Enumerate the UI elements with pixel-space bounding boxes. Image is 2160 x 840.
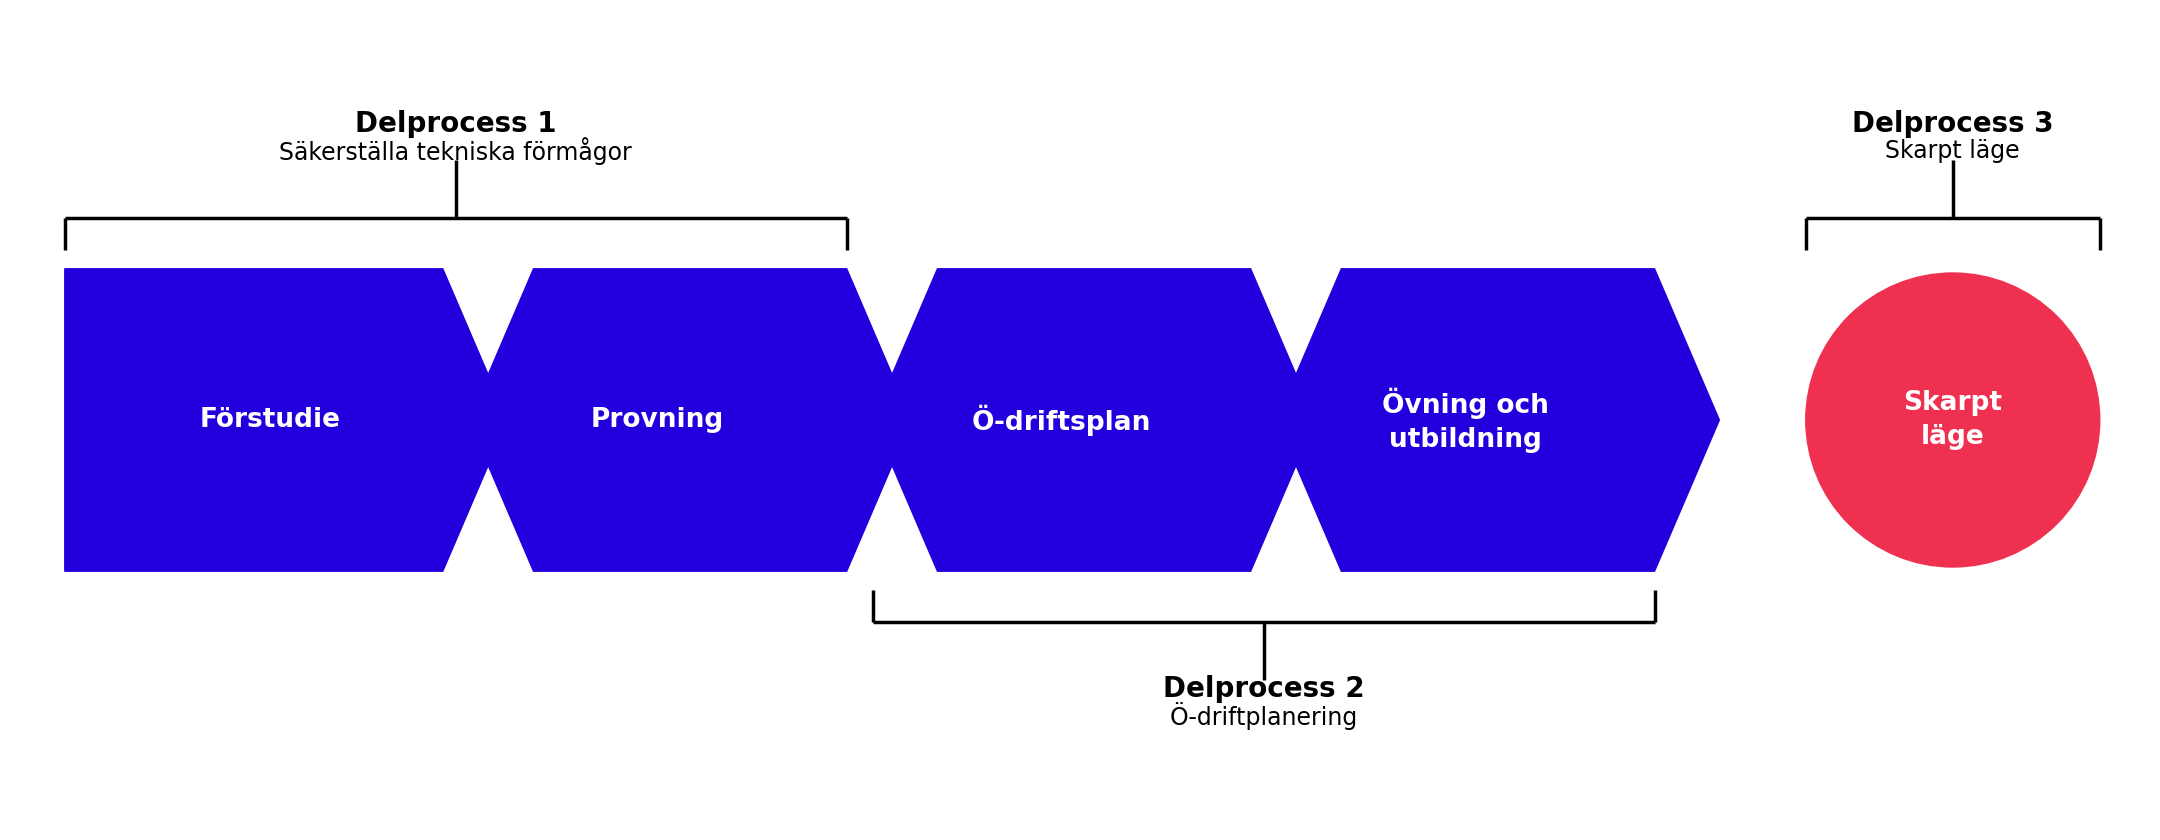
Text: Skarpt
läge: Skarpt läge	[1903, 390, 2002, 450]
Polygon shape	[65, 269, 508, 571]
Text: Säkerställa tekniska förmågor: Säkerställa tekniska förmågor	[279, 137, 633, 165]
Polygon shape	[873, 269, 1315, 571]
Text: Delprocess 1: Delprocess 1	[354, 110, 557, 139]
Text: Delprocess 3: Delprocess 3	[1851, 110, 2054, 139]
Text: Ö-driftsplan: Ö-driftsplan	[972, 404, 1151, 436]
Text: Ö-driftplanering: Ö-driftplanering	[1169, 701, 1359, 730]
Polygon shape	[469, 269, 912, 571]
Text: Provning: Provning	[592, 407, 724, 433]
Text: Delprocess 2: Delprocess 2	[1162, 675, 1365, 703]
Polygon shape	[1277, 269, 1719, 571]
Text: Skarpt läge: Skarpt läge	[1886, 139, 2020, 163]
Text: Förstudie: Förstudie	[199, 407, 341, 433]
Text: Övning och
utbildning: Övning och utbildning	[1382, 387, 1549, 453]
Circle shape	[1806, 273, 2100, 567]
